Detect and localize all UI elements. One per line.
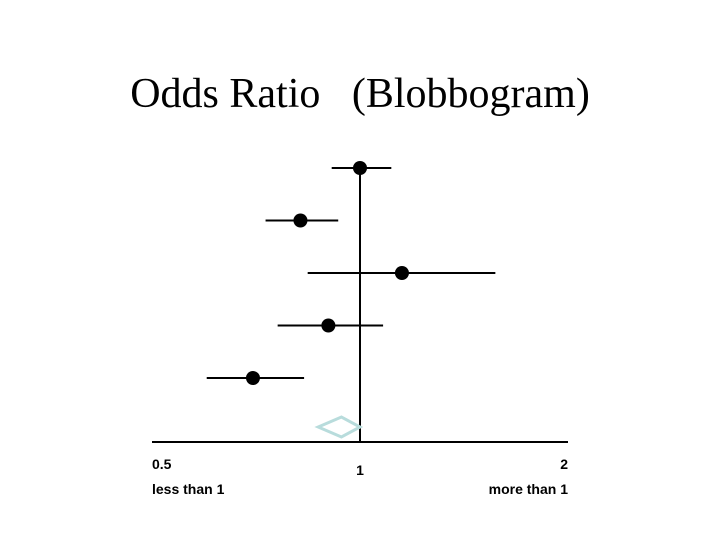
study-point-estimate: [394, 266, 409, 280]
x-tick-label: 2: [560, 456, 568, 472]
x-tick-sublabel: more than 1: [489, 481, 569, 497]
pooled-estimate: [314, 415, 364, 439]
x-axis-tick-labels: 0.5 less than 1 1 2 more than 1: [152, 456, 568, 497]
x-tick-label: 0.5: [152, 456, 172, 472]
study-marks: [206, 161, 496, 385]
x-tick-label: 1: [356, 462, 364, 478]
study-point-estimate: [245, 371, 260, 385]
pooled-diamond: [314, 415, 364, 439]
study-point-estimate: [353, 161, 367, 175]
study-point-estimate: [321, 318, 336, 333]
study-point-estimate: [293, 213, 308, 228]
chart-title: Odds Ratio (Blobbogram): [130, 71, 590, 117]
x-tick-sublabel: less than 1: [152, 481, 225, 497]
